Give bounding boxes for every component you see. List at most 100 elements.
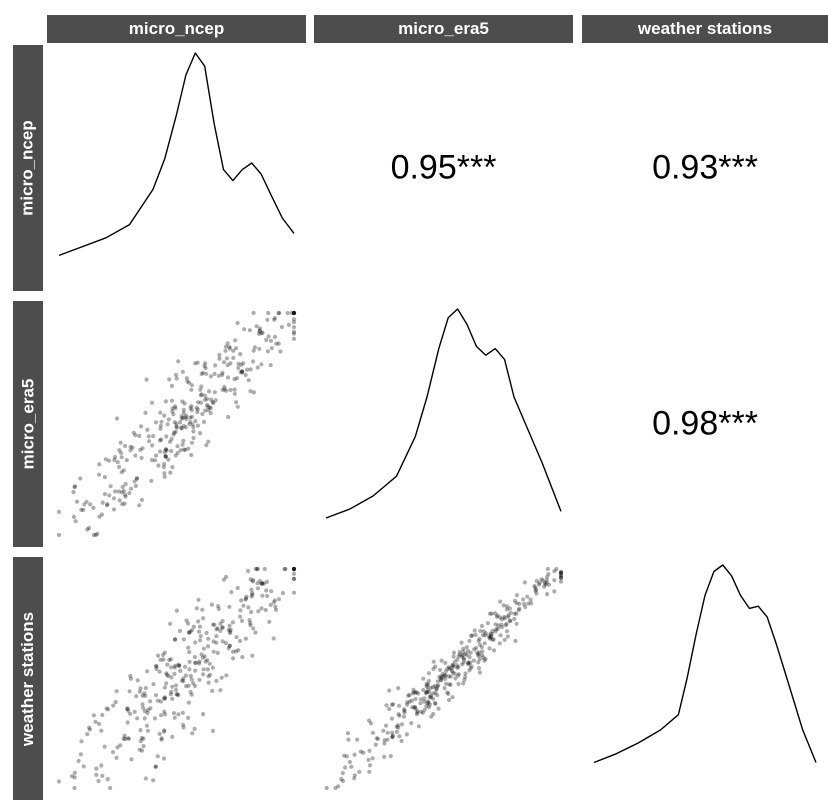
scatter-point: [149, 478, 154, 483]
scatter-point: [161, 652, 166, 658]
scatter-point: [493, 622, 498, 627]
scatter-point: [157, 438, 163, 443]
scatter-point: [438, 667, 443, 673]
scatter-point: [291, 329, 297, 334]
scatter-point: [113, 489, 118, 494]
scatter-point: [97, 514, 102, 519]
scatter-point: [186, 715, 191, 720]
scatter-point: [381, 728, 386, 733]
scatter-point: [394, 724, 399, 729]
scatter-point: [249, 594, 254, 599]
scatter-point: [179, 425, 184, 430]
scatter-point: [385, 730, 390, 735]
scatter-point: [88, 502, 93, 507]
scatter-point: [188, 415, 193, 420]
scatter-point: [234, 635, 239, 640]
scatter-point: [273, 604, 278, 609]
scatter-point: [436, 683, 441, 688]
scatter-point: [189, 440, 194, 445]
scatter-point: [184, 376, 189, 381]
scatter-point: [146, 434, 151, 439]
scatter-point: [93, 719, 98, 724]
scatter-point: [159, 437, 164, 442]
scatter-point: [461, 681, 466, 686]
scatter-point: [255, 586, 260, 591]
scatter-point: [394, 729, 399, 734]
scatter-point: [148, 699, 153, 704]
scatter-point: [441, 674, 446, 679]
scatter-point: [241, 361, 246, 366]
scatter-point: [212, 622, 217, 627]
scatter-point: [492, 611, 498, 616]
scatter-point: [440, 671, 445, 677]
scatter-point: [111, 507, 117, 512]
scatter-point: [283, 566, 288, 572]
scatter-point: [181, 423, 186, 429]
scatter-point: [138, 728, 143, 733]
scatter-point: [544, 575, 550, 580]
scatter-point: [460, 652, 465, 658]
scatter-point: [142, 716, 147, 721]
scatter-point: [196, 597, 201, 602]
scatter-point: [123, 494, 128, 499]
scatter-point: [558, 571, 564, 576]
scatter-point: [113, 700, 118, 705]
scatter-point: [433, 690, 438, 696]
scatter-point: [123, 482, 128, 487]
scatter-point: [452, 659, 457, 664]
scatter-plot-micro-era5-vs-micro-ncep: [56, 310, 297, 538]
scatter-point: [456, 681, 461, 687]
density-panel-weather-stations: [582, 557, 828, 800]
column-strip-label: micro_ncep: [128, 19, 225, 38]
scatter-point: [396, 712, 401, 717]
scatter-point: [444, 681, 449, 686]
column-strip-micro-era5: micro_era5: [314, 15, 573, 43]
scatter-point: [140, 702, 145, 707]
scatter-point: [407, 692, 412, 698]
scatter-point: [81, 764, 86, 769]
row-strip-micro-ncep: micro_ncep: [13, 45, 43, 291]
scatter-point: [197, 624, 203, 629]
scatter-point: [245, 367, 250, 372]
correlation-panel-ncep-stations: 0.93***: [582, 45, 828, 291]
scatter-point: [429, 714, 434, 719]
scatter-point: [217, 352, 222, 358]
scatter-point: [268, 338, 274, 343]
scatter-point: [442, 686, 447, 691]
scatter-point: [191, 435, 196, 441]
scatter-point: [159, 737, 164, 742]
scatter-point: [180, 399, 185, 404]
scatter-point: [446, 665, 452, 670]
scatter-point: [276, 311, 281, 316]
scatter-point: [72, 770, 77, 775]
scatter-point: [187, 659, 192, 664]
scatter-point: [128, 711, 133, 716]
scatter-point: [198, 400, 203, 405]
scatter-point: [396, 725, 401, 730]
scatter-point: [184, 413, 189, 418]
scatter-point: [480, 633, 485, 638]
scatter-point: [455, 665, 460, 670]
scatter-point: [236, 361, 241, 366]
scatter-point: [431, 691, 436, 696]
scatter-point: [181, 438, 186, 443]
scatter-point: [446, 691, 451, 696]
scatter-point: [181, 725, 186, 730]
scatter-point: [459, 640, 464, 645]
scatter-point: [163, 454, 168, 459]
scatter-point: [117, 464, 122, 470]
scatter-point: [172, 420, 177, 425]
correlation-panel-era5-stations: 0.98***: [582, 301, 828, 547]
scatter-point: [457, 650, 462, 655]
scatter-point: [506, 613, 511, 618]
scatter-point: [490, 637, 495, 642]
scatter-point: [487, 611, 492, 616]
scatter-point: [504, 604, 510, 609]
scatter-point: [291, 310, 297, 316]
scatter-point: [456, 654, 461, 659]
scatter-point: [201, 646, 206, 651]
scatter-point: [162, 474, 167, 479]
scatter-panel-era5-vs-ncep: [47, 301, 306, 547]
scatter-point: [116, 489, 121, 494]
scatter-point: [200, 655, 205, 660]
